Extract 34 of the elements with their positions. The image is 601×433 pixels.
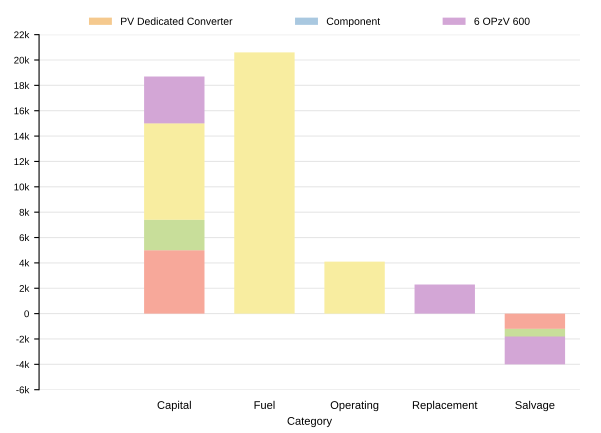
legend-label: PV Dedicated Converter [121,17,232,25]
bar [504,314,566,329]
legend-label: 6 OPzV 600 [474,18,530,25]
y-tick-label: -2k [16,335,30,342]
bar [144,250,204,314]
y-tick-label: 6k [20,234,30,242]
y-tick-label: 18k [14,82,30,89]
bar [324,262,385,314]
y-tick-label: 8k [20,208,30,216]
y-tick-label: 12k [14,158,30,165]
bar [234,52,295,314]
y-tick-label: 2k [20,284,30,292]
bar [414,284,475,314]
bar [144,123,204,220]
bar [144,76,204,124]
legend-label: Component [326,18,380,28]
y-tick-label: 10k [14,183,30,190]
x-tick-label: Salvage [515,400,554,412]
x-axis-title: Category [288,417,332,428]
x-tick-label: Replacement [412,400,478,412]
y-tick-label: 0 [24,310,29,318]
bar [504,336,566,364]
x-tick-label: Fuel [254,400,275,409]
y-tick-label: 20k [14,56,30,64]
y-tick-label: -4k [16,360,30,368]
y-tick-label: 14k [14,132,30,140]
y-tick-label: -6k [16,386,30,394]
y-tick-label: 16k [14,107,30,114]
y-tick-label: 22k [14,31,30,38]
x-tick-label: Operating [330,400,378,412]
x-tick-label: Capital [158,400,191,412]
bar [504,328,566,336]
y-tick-label: 4k [19,259,30,266]
bar [144,220,204,250]
